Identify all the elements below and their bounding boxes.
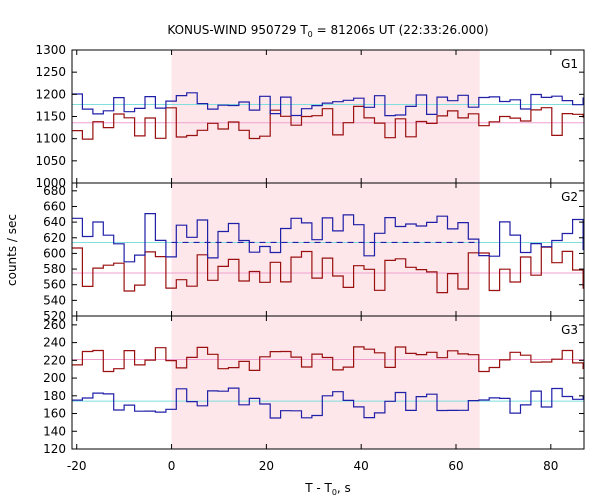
x-tick-label: -20 <box>67 459 87 473</box>
panel-label-g2: G2 <box>561 190 578 204</box>
y-tick-label-g2: 580 <box>43 262 66 276</box>
y-tick-label-g2: 620 <box>43 231 66 245</box>
y-tick-label-g1: 1300 <box>35 43 66 57</box>
y-tick-label-g3: 200 <box>43 371 66 385</box>
y-tick-label-g2: 540 <box>43 293 66 307</box>
series-blue-g1 <box>72 92 584 117</box>
chart-title: KONUS-WIND 950729 T0 = 81206s UT (22:33:… <box>167 23 488 39</box>
y-tick-label-g3: 220 <box>43 353 66 367</box>
y-tick-label-g1: 1150 <box>35 110 66 124</box>
x-tick-label: 20 <box>259 459 274 473</box>
x-axis-label: T - T0, s <box>304 481 351 497</box>
series-blue-g2 <box>72 213 584 263</box>
y-tick-label-g3: 180 <box>43 389 66 403</box>
y-tick-label-g2: 560 <box>43 278 66 292</box>
y-tick-label-g2: 600 <box>43 246 66 260</box>
panel-label-g1: G1 <box>561 57 578 71</box>
y-tick-label-g2: 660 <box>43 199 66 213</box>
panel-frame-g3 <box>71 315 585 450</box>
y-tick-label-g1: 1200 <box>35 87 66 101</box>
y-axis-label: counts / sec <box>5 214 19 286</box>
y-tick-label-g1: 1250 <box>35 65 66 79</box>
highlight-interval-g1 <box>171 50 480 183</box>
x-tick-label: 60 <box>448 459 463 473</box>
series-blue-g3 <box>72 387 584 419</box>
series-red-g3 <box>72 346 584 373</box>
y-tick-label-g3: 260 <box>43 318 66 332</box>
x-tick-label: 40 <box>354 459 369 473</box>
y-tick-label-g2: 680 <box>43 184 66 198</box>
y-tick-label-g1: 1050 <box>35 154 66 168</box>
y-tick-label-g1: 1000 <box>35 176 66 190</box>
y-tick-label-g3: 240 <box>43 336 66 350</box>
x-tick-label: 80 <box>543 459 558 473</box>
y-tick-label-g1: 1100 <box>35 132 66 146</box>
highlight-interval-g3 <box>171 316 480 449</box>
y-tick-label-g3: 120 <box>43 442 66 456</box>
highlight-interval-g2 <box>171 183 480 316</box>
title-subscript: 0 <box>308 30 313 39</box>
y-tick-label-g3: 140 <box>43 424 66 438</box>
y-tick-label-g2: 640 <box>43 215 66 229</box>
series-red-g2 <box>72 246 584 294</box>
y-tick-label-g2: 520 <box>43 309 66 323</box>
x-tick-label: 0 <box>168 459 176 473</box>
x-label-subscript: 0 <box>332 488 337 497</box>
panel-label-g3: G3 <box>561 323 578 337</box>
y-tick-label-g3: 160 <box>43 407 66 421</box>
series-red-g1 <box>72 105 584 140</box>
